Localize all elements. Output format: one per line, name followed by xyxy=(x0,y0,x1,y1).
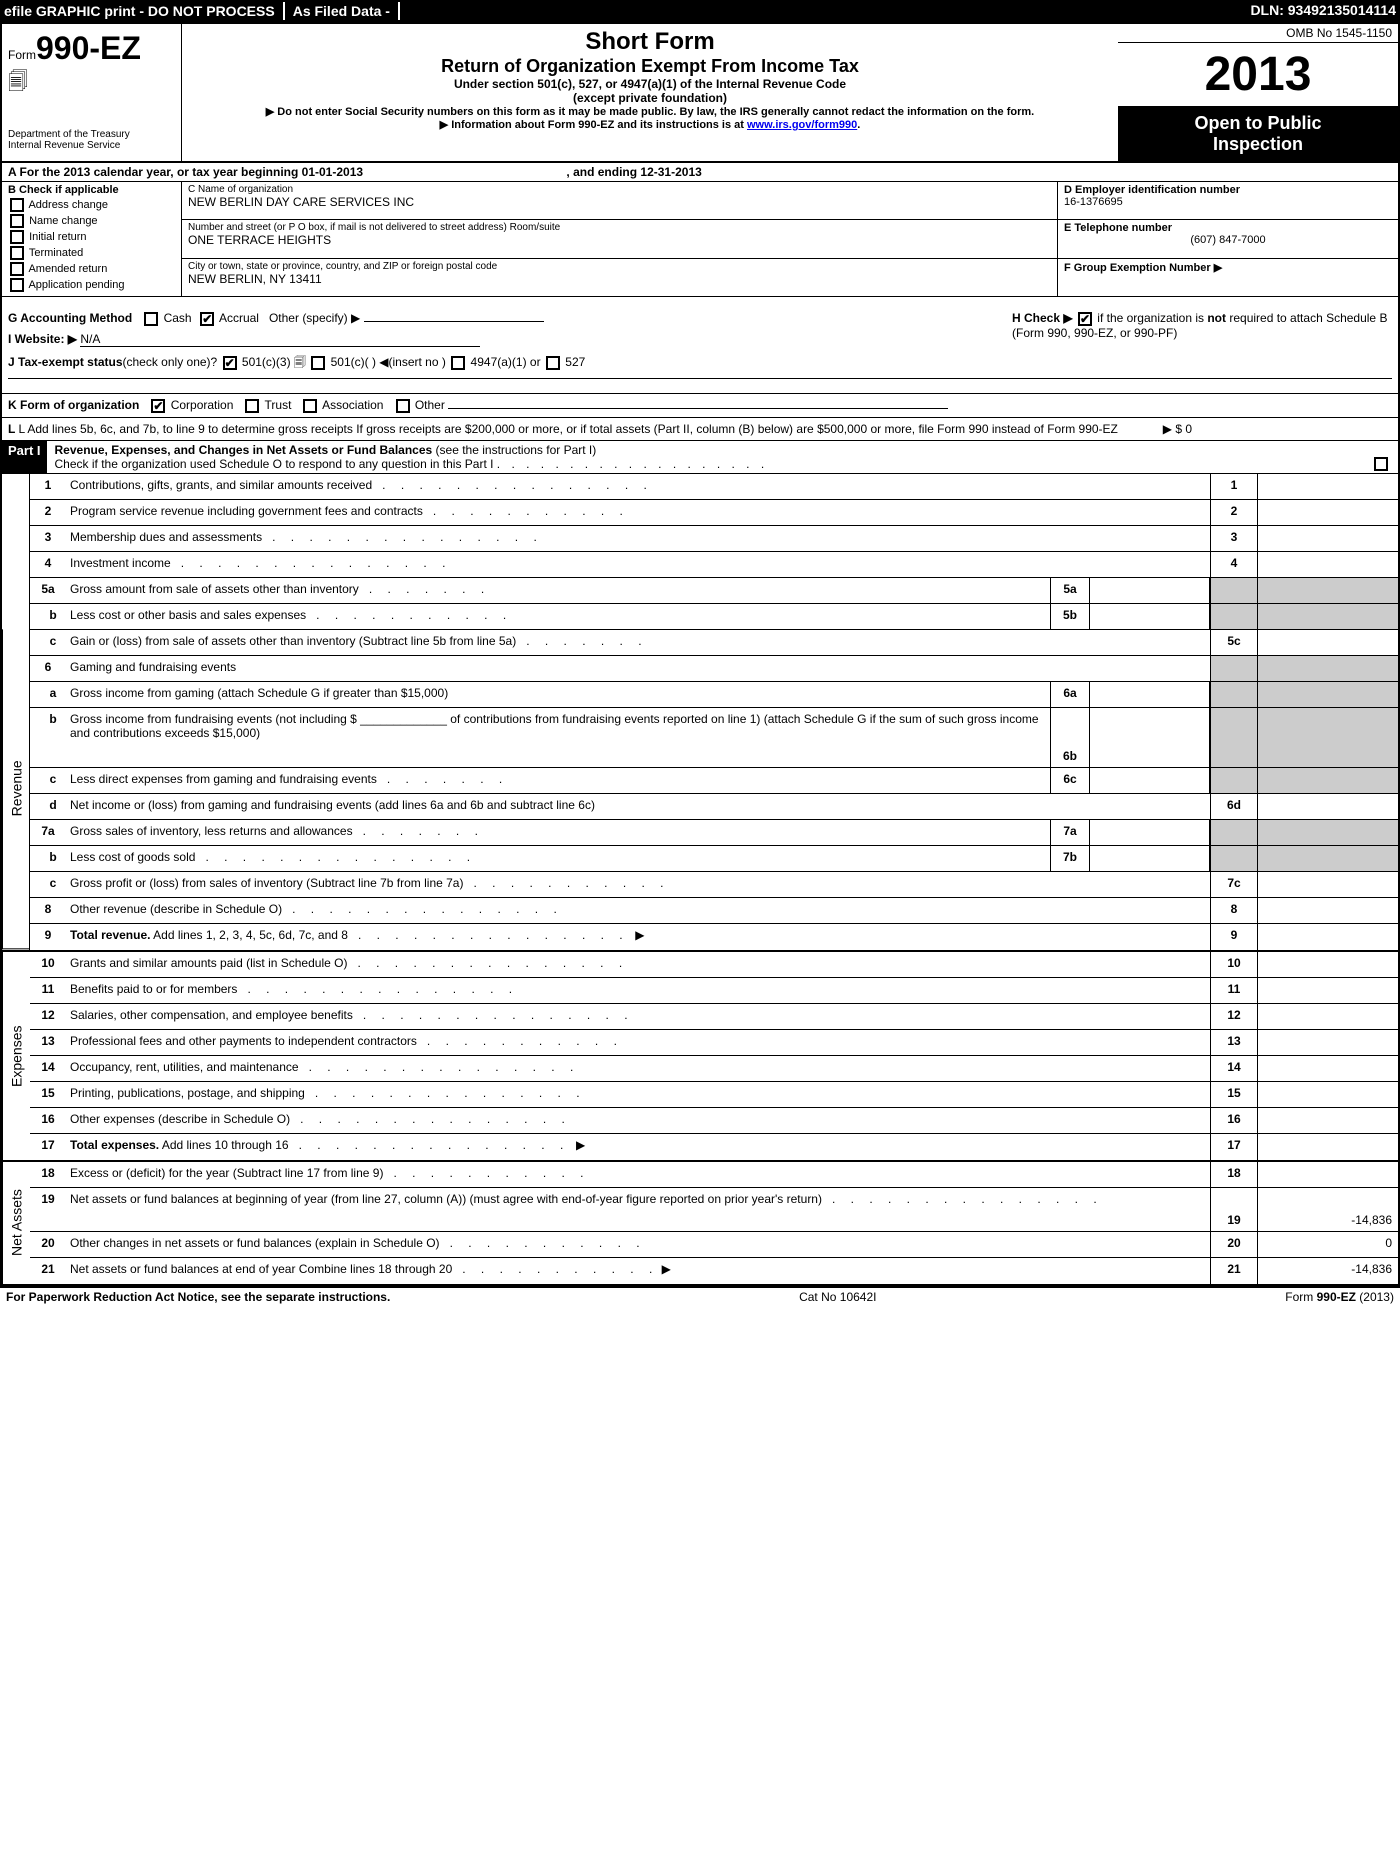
cb-trust[interactable] xyxy=(245,399,259,413)
c-city-label: City or town, state or province, country… xyxy=(188,261,1051,272)
asfiled-label: As Filed Data - xyxy=(293,3,390,19)
cb-accrual[interactable]: ✔ xyxy=(200,312,214,326)
c-name-label: C Name of organization xyxy=(188,184,1051,195)
form-number: 990-EZ xyxy=(36,30,141,66)
side-netassets: Net Assets xyxy=(2,1162,30,1284)
form-header: Form990-EZ 🗐 Department of the Treasury … xyxy=(2,24,1398,163)
cb-corp[interactable]: ✔ xyxy=(151,399,165,413)
cb-4947[interactable] xyxy=(451,356,465,370)
revenue-section: Revenue 1Contributions, gifts, grants, a… xyxy=(2,474,1398,952)
expenses-section: Expenses 10Grants and similar amounts pa… xyxy=(2,952,1398,1162)
form-prefix: Form xyxy=(8,48,36,62)
line-21-value: -14,836 xyxy=(1258,1258,1398,1284)
website-value: N/A xyxy=(80,332,480,347)
col-b-checkboxes: B Check if applicable Address change Nam… xyxy=(2,182,182,296)
return-subtitle: Return of Organization Exempt From Incom… xyxy=(190,56,1110,77)
cb-amended[interactable] xyxy=(10,262,24,276)
row-l: L L Add lines 5b, 6c, and 7b, to line 9 … xyxy=(2,418,1398,441)
side-revenue: Revenue xyxy=(2,629,30,949)
dln-label: DLN: 93492135014114 xyxy=(1250,2,1396,20)
dept-irs: Internal Revenue Service xyxy=(8,140,175,151)
row-k: K Form of organization ✔ Corporation Tru… xyxy=(2,393,1398,418)
efile-label: efile GRAPHIC print - DO NOT PROCESS xyxy=(4,3,275,19)
cb-name[interactable] xyxy=(10,214,24,228)
d-ein-label: D Employer identification number xyxy=(1064,184,1392,196)
cb-pending[interactable] xyxy=(10,278,24,292)
line-19-value: -14,836 xyxy=(1258,1188,1398,1231)
cb-501c[interactable] xyxy=(311,356,325,370)
net-assets-section: Net Assets 18Excess or (deficit) for the… xyxy=(2,1162,1398,1286)
cb-other-org[interactable] xyxy=(396,399,410,413)
info-link[interactable]: www.irs.gov/form990 xyxy=(747,119,857,131)
footer: For Paperwork Reduction Act Notice, see … xyxy=(0,1288,1400,1306)
org-name: NEW BERLIN DAY CARE SERVICES INC xyxy=(188,195,1051,209)
footer-right: Form 990-EZ (2013) xyxy=(1285,1290,1394,1304)
cb-cash[interactable] xyxy=(144,312,158,326)
side-expenses: Expenses xyxy=(2,952,30,1160)
cb-h[interactable]: ✔ xyxy=(1078,312,1092,326)
under-section: Under section 501(c), 527, or 4947(a)(1)… xyxy=(190,77,1110,91)
info-text: ▶ Information about Form 990-EZ and its … xyxy=(440,119,747,131)
cb-terminated[interactable] xyxy=(10,246,24,260)
org-street: ONE TERRACE HEIGHTS xyxy=(188,233,1051,247)
cb-501c3[interactable]: ✔ xyxy=(223,356,237,370)
phone-value: (607) 847-7000 xyxy=(1064,234,1392,246)
c-street-label: Number and street (or P O box, if mail i… xyxy=(188,222,1051,233)
footer-cat: Cat No 10642I xyxy=(799,1290,876,1304)
org-city: NEW BERLIN, NY 13411 xyxy=(188,272,1051,286)
short-form-title: Short Form xyxy=(190,28,1110,56)
cb-address[interactable] xyxy=(10,198,24,212)
except-foundation: (except private foundation) xyxy=(190,91,1110,105)
e-phone-label: E Telephone number xyxy=(1064,222,1392,234)
row-a: A For the 2013 calendar year, or tax yea… xyxy=(2,163,1398,182)
cb-initial[interactable] xyxy=(10,230,24,244)
top-bar: efile GRAPHIC print - DO NOT PROCESS As … xyxy=(0,0,1400,22)
part-i-header: Part I Revenue, Expenses, and Changes in… xyxy=(2,441,1398,474)
f-group-label: F Group Exemption Number xyxy=(1064,262,1211,274)
cb-527[interactable] xyxy=(546,356,560,370)
dept-treasury: Department of the Treasury xyxy=(8,129,175,140)
open-public: Open to Public xyxy=(1124,113,1392,134)
cb-part-i[interactable] xyxy=(1374,457,1388,471)
tax-year: 2013 xyxy=(1118,43,1398,107)
section-ghij: G Accounting Method Cash ✔ Accrual Other… xyxy=(2,297,1398,393)
inspection: Inspection xyxy=(1124,134,1392,155)
ein-value: 16-1376695 xyxy=(1064,196,1392,208)
omb-number: OMB No 1545-1150 xyxy=(1118,24,1398,43)
ssn-warning: ▶ Do not enter Social Security numbers o… xyxy=(190,105,1110,118)
col-b-label: B Check if applicable xyxy=(8,184,175,196)
line-20-value: 0 xyxy=(1258,1232,1398,1257)
footer-left: For Paperwork Reduction Act Notice, see … xyxy=(6,1290,390,1304)
cb-assoc[interactable] xyxy=(303,399,317,413)
